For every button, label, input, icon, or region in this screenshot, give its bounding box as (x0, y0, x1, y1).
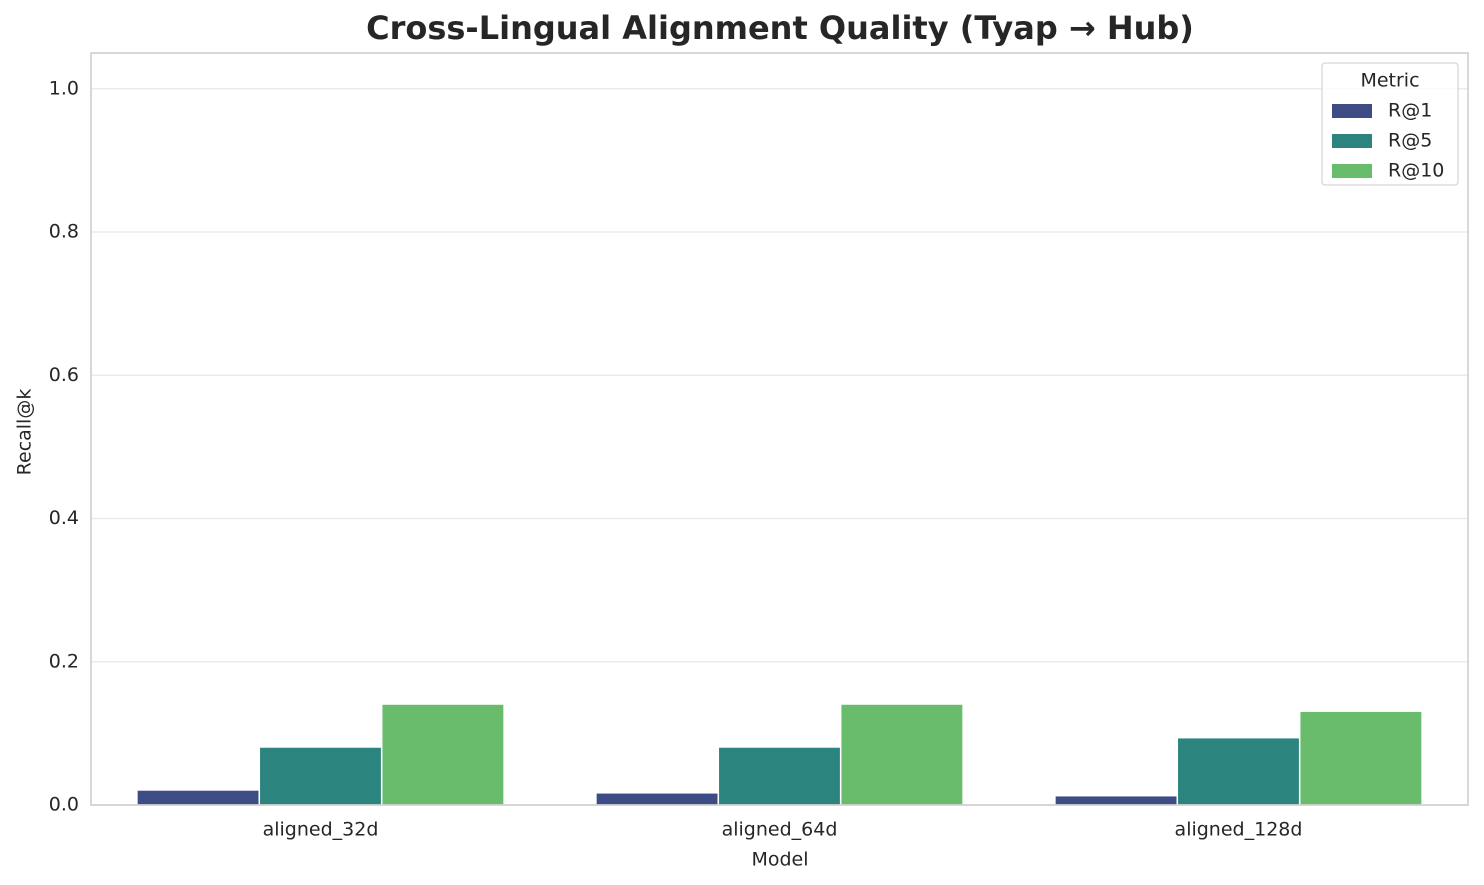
bar (380, 703, 505, 806)
legend-swatch (1332, 104, 1372, 118)
bar (595, 792, 720, 806)
legend-label: R@5 (1388, 130, 1432, 152)
legend-box (1321, 62, 1459, 186)
legend-label: R@10 (1388, 160, 1444, 182)
x-tick-label: aligned_64d (722, 819, 838, 841)
y-tick-label: 0.2 (49, 650, 79, 672)
bar (1176, 736, 1301, 806)
chart-title: Cross-Lingual Alignment Quality (Tyap → … (366, 9, 1194, 47)
bar (839, 703, 964, 806)
legend-title: Metric (1360, 70, 1419, 92)
bar (1298, 710, 1423, 806)
plot-frame (90, 52, 1469, 806)
legend-swatch (1332, 134, 1372, 148)
bar (717, 746, 842, 806)
bar (1054, 794, 1179, 806)
bar (258, 746, 383, 806)
y-tick-label: 0.0 (49, 794, 79, 816)
x-axis-label: Model (751, 849, 808, 871)
x-tick-label: aligned_128d (1175, 819, 1303, 841)
legend-label: R@1 (1388, 100, 1432, 122)
bar (136, 789, 261, 806)
y-tick-label: 1.0 (49, 77, 79, 99)
y-tick-label: 0.4 (49, 507, 79, 529)
y-axis-label: Recall@k (14, 389, 36, 476)
y-tick-label: 0.8 (49, 221, 79, 243)
legend-swatch (1332, 164, 1372, 178)
y-tick-label: 0.6 (49, 364, 79, 386)
x-tick-label: aligned_32d (263, 819, 379, 841)
